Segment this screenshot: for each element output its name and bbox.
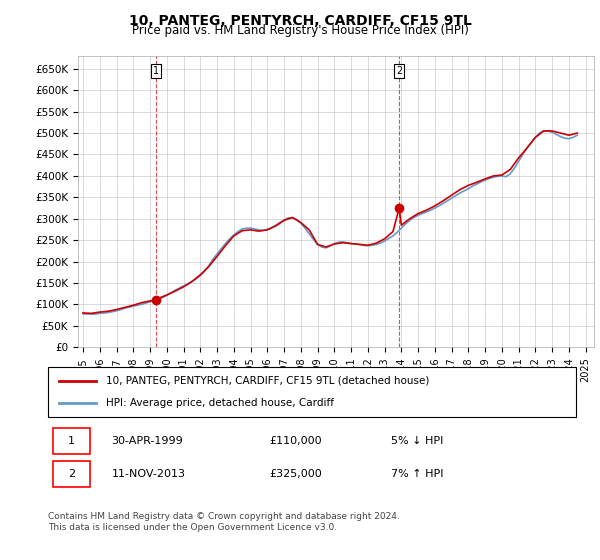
Text: £110,000: £110,000 [270, 436, 322, 446]
FancyBboxPatch shape [48, 367, 576, 417]
Text: 7% ↑ HPI: 7% ↑ HPI [391, 469, 444, 479]
Text: Contains HM Land Registry data © Crown copyright and database right 2024.
This d: Contains HM Land Registry data © Crown c… [48, 512, 400, 532]
Text: 10, PANTEG, PENTYRCH, CARDIFF, CF15 9TL: 10, PANTEG, PENTYRCH, CARDIFF, CF15 9TL [128, 14, 472, 28]
Text: 2: 2 [396, 66, 402, 76]
Text: 11-NOV-2013: 11-NOV-2013 [112, 469, 185, 479]
Text: 30-APR-1999: 30-APR-1999 [112, 436, 183, 446]
Bar [53, 428, 90, 454]
Text: 5% ↓ HPI: 5% ↓ HPI [391, 436, 443, 446]
Text: HPI: Average price, detached house, Cardiff: HPI: Average price, detached house, Card… [106, 398, 334, 408]
Text: 1: 1 [68, 436, 75, 446]
Text: 1: 1 [152, 66, 158, 76]
Text: 2: 2 [68, 469, 76, 479]
Text: £325,000: £325,000 [270, 469, 323, 479]
Text: Price paid vs. HM Land Registry's House Price Index (HPI): Price paid vs. HM Land Registry's House … [131, 24, 469, 37]
Bar [53, 460, 90, 487]
Text: 10, PANTEG, PENTYRCH, CARDIFF, CF15 9TL (detached house): 10, PANTEG, PENTYRCH, CARDIFF, CF15 9TL … [106, 376, 430, 386]
